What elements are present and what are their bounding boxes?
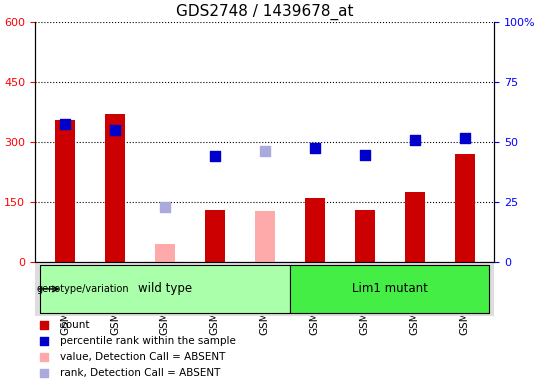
Point [160, 204, 169, 210]
Point [211, 153, 219, 159]
Point [410, 137, 419, 143]
Text: percentile rank within the sample: percentile rank within the sample [60, 336, 236, 346]
Point [360, 152, 369, 158]
Point [344, 0, 353, 1]
Bar [155, 244, 175, 262]
Bar [455, 154, 475, 262]
Bar [404, 192, 424, 262]
Point [344, 286, 353, 293]
Bar [105, 114, 125, 262]
FancyBboxPatch shape [290, 265, 489, 313]
Bar [355, 210, 375, 262]
Point [460, 135, 469, 141]
Point [60, 121, 69, 127]
Title: GDS2748 / 1439678_at: GDS2748 / 1439678_at [176, 4, 354, 20]
Bar [55, 120, 75, 262]
Point [310, 145, 319, 151]
Text: wild type: wild type [138, 283, 192, 295]
Bar [255, 211, 275, 262]
Text: Lim1 mutant: Lim1 mutant [352, 283, 428, 295]
Point [111, 127, 119, 133]
Point [260, 148, 269, 154]
Point [344, 141, 353, 147]
Text: genotype/variation: genotype/variation [36, 284, 129, 294]
Bar [305, 198, 325, 262]
Bar [205, 210, 225, 262]
Text: value, Detection Call = ABSENT: value, Detection Call = ABSENT [60, 353, 226, 362]
Text: rank, Detection Call = ABSENT: rank, Detection Call = ABSENT [60, 368, 221, 378]
FancyBboxPatch shape [40, 265, 290, 313]
Text: count: count [60, 320, 90, 330]
